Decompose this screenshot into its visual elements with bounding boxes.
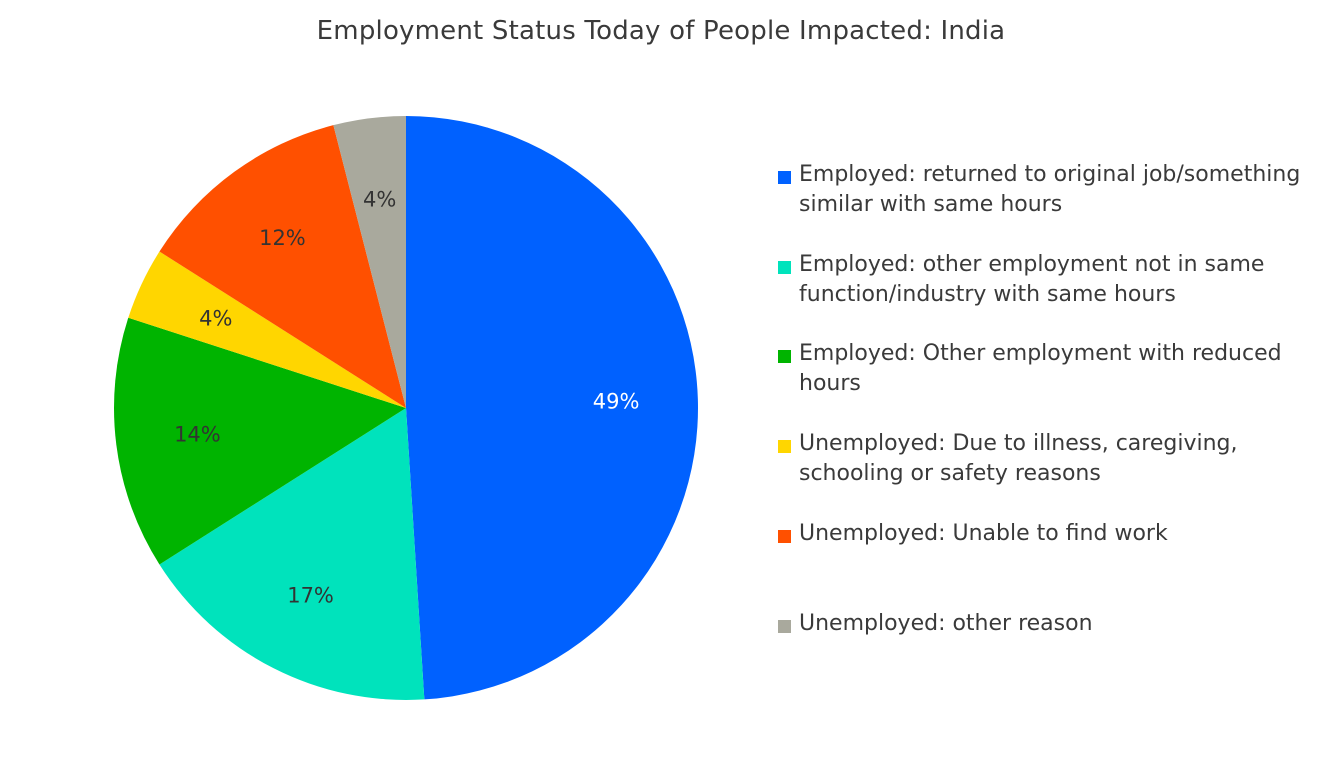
legend-label-6: Unemployed: other reason xyxy=(799,611,1093,636)
legend-swatch-5 xyxy=(778,530,791,543)
slice-value-label-6: 4% xyxy=(363,187,396,211)
slice-value-label-1: 49% xyxy=(593,389,640,413)
legend-swatch-1 xyxy=(778,171,791,184)
pie-slice-1 xyxy=(406,116,698,700)
legend-label-4: Unemployed: Due to illness, caregiving, … xyxy=(799,431,1238,486)
pie-slice-5 xyxy=(159,125,406,409)
legend-swatch-4 xyxy=(778,440,791,453)
pie-slice-3 xyxy=(114,317,406,565)
slice-value-label-2: 17% xyxy=(287,583,334,607)
legend-swatch-2 xyxy=(778,261,791,274)
legend-label-5: Unemployed: Unable to find work xyxy=(799,521,1168,546)
legend-label-2: Employed: other employment not in same f… xyxy=(799,252,1265,307)
legend-label-1: Employed: returned to original job/somet… xyxy=(799,162,1301,217)
pie-slice-6 xyxy=(333,116,406,408)
legend-swatch-6 xyxy=(778,620,791,633)
legend-label-3: Employed: Other employment with reduced … xyxy=(799,341,1282,396)
pie-slice-4 xyxy=(128,251,406,408)
legend-swatch-3 xyxy=(778,350,791,363)
pie-slice-2 xyxy=(159,408,425,700)
slice-value-label-5: 12% xyxy=(259,226,306,250)
slice-value-label-4: 4% xyxy=(199,306,232,330)
slice-value-label-3: 14% xyxy=(174,422,221,446)
chart-title: Employment Status Today of People Impact… xyxy=(316,16,1006,46)
